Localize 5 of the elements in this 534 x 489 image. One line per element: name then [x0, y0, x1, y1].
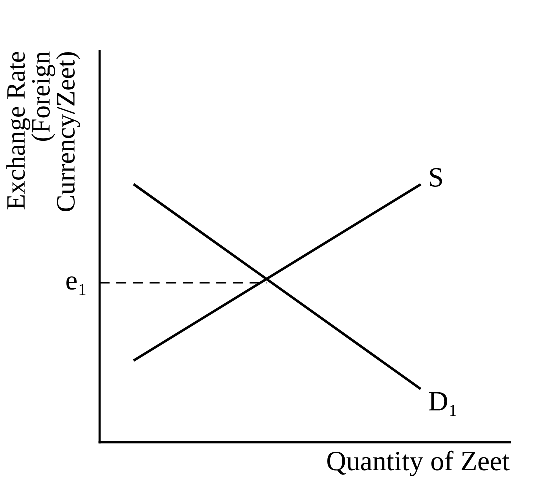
series-label: S: [430, 168, 442, 187]
x-axis-title: Quantity of Zeet: [328, 450, 510, 476]
ref-line-label: e₁: [66, 276, 86, 296]
series-label: D₁: [429, 392, 456, 416]
y-axis-title: Exchange Rate (Foreign Currency/Zeet): [6, 52, 80, 212]
